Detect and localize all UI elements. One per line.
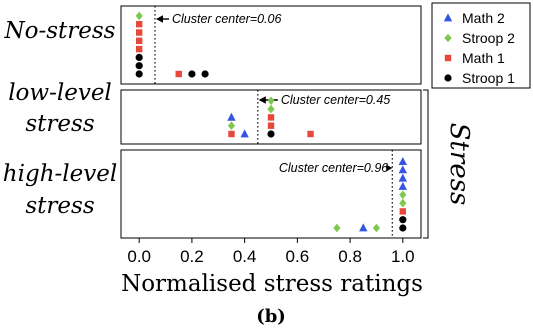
data-point-stroop-1	[267, 130, 275, 138]
panel-label: high-level	[3, 161, 117, 187]
x-tick-label: 0.6	[286, 247, 310, 266]
legend: Math 2 Stroop 2 Math 1 Stroop 1	[431, 2, 531, 89]
data-point-math-1	[175, 70, 182, 78]
panel-label: stress	[25, 193, 94, 219]
legend-marker-math-1	[444, 54, 452, 62]
data-point-stroop-1	[201, 70, 209, 78]
stress-group-label: Stress	[444, 123, 474, 206]
data-point-stroop-1	[135, 53, 143, 62]
panel-label: stress	[25, 111, 94, 137]
data-point-stroop-1	[188, 70, 196, 78]
data-point-math-1	[135, 21, 143, 28]
cluster-center-label: Cluster center=0.96	[279, 161, 388, 175]
panel-1: No-stress Cluster center=0.06	[3, 5, 422, 85]
x-axis: 0.0 0.2 0.4 0.6 0.8 1.0 Normalised stress rati…	[121, 238, 423, 297]
data-point-stroop-2	[399, 198, 407, 208]
data-point-math-1	[267, 114, 275, 121]
data-point-math-1	[135, 37, 143, 44]
cluster-center-label: Cluster center=0.45	[281, 93, 390, 107]
x-tick-label: 0.0	[127, 247, 151, 266]
data-point-stroop-2	[333, 223, 341, 233]
data-point-math-1	[399, 208, 407, 215]
panel-frame	[120, 5, 422, 85]
legend-marker-stroop-1	[444, 74, 452, 82]
panel-label: No-stress	[3, 18, 115, 44]
data-point-stroop-2	[267, 96, 275, 106]
data-point-math-2	[398, 165, 408, 174]
x-axis-label: Normalised stress ratings	[121, 271, 423, 297]
cluster-arrowhead	[156, 15, 163, 23]
data-point-math-2	[398, 157, 408, 165]
legend-marker-math-2	[443, 13, 453, 22]
data-point-math-1	[228, 130, 235, 138]
data-point-math-1	[135, 29, 143, 36]
data-point-math-2	[398, 173, 408, 182]
data-point-stroop-1	[135, 70, 143, 78]
legend-label: Math 2	[462, 10, 505, 26]
panel-3: high-level stress Cluster center=0.96	[3, 149, 422, 239]
panel-2: low-level stress Cluster center=0.45	[8, 80, 422, 145]
data-point-math-1	[267, 122, 275, 129]
data-point-math-1	[135, 45, 143, 53]
legend-label: Stroop 2	[462, 30, 515, 46]
data-point-math-2	[240, 129, 249, 138]
figure-caption: (b)	[256, 306, 286, 327]
stress-bracket: Stress	[423, 89, 474, 239]
panel-label: low-level	[8, 80, 112, 106]
legend-label: Stroop 1	[462, 70, 515, 86]
x-tick-label: 0.4	[233, 247, 257, 266]
data-point-math-2	[398, 181, 408, 190]
panel-frame	[120, 89, 422, 145]
x-tick-label: 0.2	[180, 247, 204, 266]
data-point-stroop-2	[267, 104, 275, 114]
legend-marker-stroop-2	[444, 33, 452, 43]
data-point-stroop-2	[227, 121, 236, 130]
cluster-arrowhead	[386, 164, 393, 172]
x-tick-label: 0.8	[338, 247, 362, 266]
data-point-math-2	[359, 223, 368, 232]
data-point-stroop-2	[135, 11, 143, 21]
legend-label: Math 1	[462, 50, 505, 66]
data-point-stroop-2	[399, 190, 407, 200]
data-point-stroop-1	[399, 224, 407, 232]
data-point-stroop-2	[372, 223, 381, 233]
x-tick-label: 1.0	[391, 247, 415, 266]
bracket-line	[423, 89, 429, 239]
data-point-math-1	[307, 130, 314, 138]
data-point-stroop-1	[135, 62, 143, 70]
cluster-arrowhead	[258, 96, 266, 104]
data-point-stroop-1	[399, 216, 407, 224]
data-point-math-2	[227, 112, 236, 121]
panel-frame	[120, 149, 422, 239]
cluster-center-label: Cluster center=0.06	[172, 12, 281, 26]
